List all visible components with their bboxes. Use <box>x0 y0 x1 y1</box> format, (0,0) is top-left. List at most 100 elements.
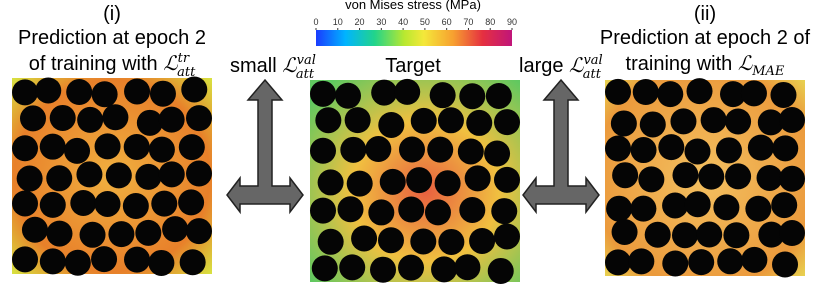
fibre <box>758 221 785 248</box>
fibre <box>740 80 767 107</box>
fibre <box>756 164 783 191</box>
caption: Target <box>385 55 441 77</box>
fibre <box>630 137 657 164</box>
fibre <box>94 133 121 160</box>
double-arrow <box>226 78 304 215</box>
fibre <box>466 109 493 136</box>
fibre <box>429 82 456 109</box>
fibre <box>725 108 752 135</box>
arrow-label: large ℒval att <box>519 53 603 82</box>
fibre <box>368 199 395 226</box>
fibre <box>715 137 742 164</box>
fibre <box>64 137 91 164</box>
fibre <box>310 137 336 164</box>
fibre <box>457 138 484 165</box>
colorbar-ticks: 0 10 20 30 40 50 60 70 80 90 <box>313 17 517 30</box>
fibre <box>605 249 631 276</box>
arrows <box>226 78 600 215</box>
fibre <box>77 106 104 133</box>
colorbar-tick-label: 30 <box>376 17 386 27</box>
colorbar-tick-label: 20 <box>355 17 365 27</box>
fibre <box>612 162 639 189</box>
fibre <box>16 165 43 192</box>
fibre <box>658 134 685 161</box>
colorbar <box>316 30 512 46</box>
fibre <box>494 109 520 136</box>
symbol: ℒ <box>282 53 297 77</box>
fibre <box>427 136 454 163</box>
fibre <box>747 134 774 161</box>
fibre <box>79 221 106 248</box>
fibre <box>670 108 697 135</box>
fibre <box>398 254 425 281</box>
fibre <box>484 140 511 167</box>
fibre <box>186 218 212 245</box>
fibre <box>377 227 404 254</box>
fibre <box>628 248 655 275</box>
fibre <box>162 216 189 243</box>
caption: Prediction at epoch 2 <box>18 27 206 49</box>
fibre <box>605 135 631 162</box>
fibre <box>12 135 38 162</box>
superscript: val <box>583 53 602 68</box>
fibre <box>158 161 185 188</box>
fibre <box>485 82 512 109</box>
fibre <box>12 190 38 217</box>
fibre <box>148 249 175 276</box>
symbol: ℒ <box>163 51 178 75</box>
fibre <box>779 165 805 192</box>
subscript: att <box>296 67 315 82</box>
fibre <box>745 195 772 222</box>
fibre <box>76 161 103 188</box>
fibre <box>136 109 163 136</box>
fibre <box>491 198 518 225</box>
fibre <box>630 195 657 222</box>
double-arrow <box>522 78 600 215</box>
superscript: tr <box>178 51 190 66</box>
fibre <box>657 81 684 108</box>
fibre <box>720 81 747 108</box>
fibre <box>459 196 486 223</box>
fibre <box>672 162 699 189</box>
fibre <box>335 82 362 109</box>
fibre <box>340 136 367 163</box>
fibre <box>317 169 344 196</box>
fibre <box>365 136 392 163</box>
colorbar-tick-label: 0 <box>313 17 318 27</box>
fibre <box>684 138 711 165</box>
fibre <box>698 163 725 190</box>
fibre <box>671 222 698 249</box>
fibre <box>21 216 48 243</box>
word: small <box>230 55 277 77</box>
colorbar-tick-label: 50 <box>420 17 430 27</box>
fibre <box>487 257 514 284</box>
fibre <box>771 192 798 219</box>
fibre <box>772 135 799 162</box>
fibre <box>351 225 378 252</box>
fibre <box>469 227 496 254</box>
fibre <box>39 133 66 160</box>
fibre <box>662 250 689 277</box>
fibre <box>371 79 398 106</box>
word: large <box>519 55 563 77</box>
fibre <box>64 249 91 276</box>
fibre <box>394 78 421 105</box>
fibre <box>494 166 520 193</box>
fibre <box>337 196 364 223</box>
panels <box>12 76 805 284</box>
fibre <box>406 167 433 194</box>
fibre <box>398 136 425 163</box>
fibre <box>696 221 723 248</box>
fibre <box>310 197 336 224</box>
fibre <box>424 199 451 226</box>
fibre <box>317 228 344 255</box>
fibre <box>725 163 752 190</box>
fibre <box>19 105 46 132</box>
colorbar-tick-label: 90 <box>507 17 517 27</box>
fibre <box>741 246 768 273</box>
fibre <box>46 165 73 192</box>
fibre <box>310 80 336 107</box>
fibre <box>605 78 631 105</box>
fibre <box>151 190 178 217</box>
